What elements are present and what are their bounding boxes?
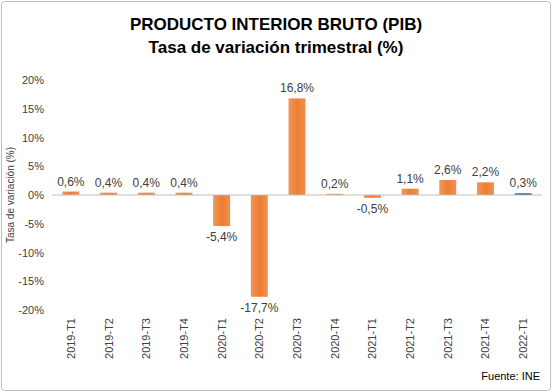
y-tick-label: 5%: [28, 160, 44, 172]
data-label: 0,3%: [509, 176, 537, 190]
data-label: 2,6%: [434, 163, 462, 177]
data-label: 16,8%: [280, 81, 314, 95]
data-label: 0,2%: [321, 177, 349, 191]
bars: [62, 98, 531, 296]
bar: [289, 98, 306, 195]
bar: [402, 189, 419, 195]
bar: [213, 195, 230, 226]
zero-axis-line: [52, 195, 542, 196]
x-tick-label: 2019-T3: [140, 318, 152, 359]
source-note: Fuente: INE: [481, 370, 540, 382]
y-tick-label: 20%: [22, 74, 44, 86]
x-tick-label: 2020-T3: [291, 318, 303, 359]
data-label: 0,6%: [57, 175, 85, 189]
y-tick-label: 15%: [22, 103, 44, 115]
bar: [62, 192, 79, 195]
x-tick-label: 2020-T1: [216, 318, 228, 359]
y-tick-label: -15%: [18, 275, 44, 287]
data-label: -0,5%: [357, 202, 389, 216]
x-tick-label: 2019-T2: [103, 318, 115, 359]
subtitle: Tasa de variación trimestral (%): [149, 38, 404, 57]
data-label: 1,1%: [396, 172, 424, 186]
data-label: 0,4%: [95, 176, 123, 190]
x-tick-label: 2022-T1: [517, 318, 529, 359]
y-axis-label: Tasa de variación (%): [5, 147, 16, 243]
bar: [477, 182, 494, 195]
title: PRODUCTO INTERIOR BRUTO (PIB): [130, 15, 422, 34]
x-tick-label: 2021-T2: [404, 318, 416, 359]
x-tick-label: 2021-T1: [366, 318, 378, 359]
x-tick-label: 2021-T4: [479, 318, 491, 359]
data-label: 0,4%: [170, 176, 198, 190]
y-tick-label: -5%: [24, 218, 44, 230]
data-label: 2,2%: [472, 165, 500, 179]
bar: [251, 195, 268, 297]
x-tick-label: 2020-T4: [329, 318, 341, 359]
data-label: -5,4%: [206, 230, 238, 244]
x-tick-label: 2019-T4: [178, 318, 190, 359]
x-tick-label: 2021-T3: [442, 318, 454, 359]
chart-container: PRODUCTO INTERIOR BRUTO (PIB) Tasa de var…: [0, 0, 552, 392]
y-tick-label: 10%: [22, 132, 44, 144]
x-tick-label: 2020-T2: [253, 318, 265, 359]
y-tick-label: 0%: [28, 189, 44, 201]
data-label: 0,4%: [133, 176, 161, 190]
data-label: -17,7%: [240, 301, 278, 315]
chart-svg: PRODUCTO INTERIOR BRUTO (PIB) Tasa de var…: [0, 0, 552, 392]
y-tick-label: -10%: [18, 247, 44, 259]
chart-frame: [2, 2, 551, 391]
x-tick-label: 2019-T1: [65, 318, 77, 359]
y-tick-label: -20%: [18, 304, 44, 316]
bar: [439, 180, 456, 195]
